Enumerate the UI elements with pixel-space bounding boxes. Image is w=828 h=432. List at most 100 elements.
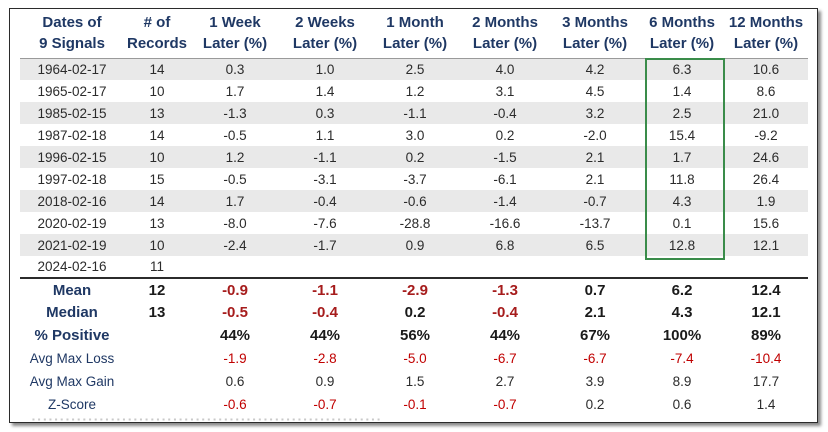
stat-value: [124, 393, 190, 416]
return-cell: -0.4: [280, 190, 370, 212]
records-cell: 10: [149, 83, 165, 99]
stat-value: -10.4: [750, 351, 782, 366]
return-cell: 0.3: [190, 58, 280, 80]
stat-value: -6.7: [493, 351, 517, 366]
return-cell: 3.1: [495, 83, 515, 99]
return-cell: 24.6: [724, 146, 808, 168]
return-cell: 0.2: [495, 127, 515, 143]
return-cell: 2.5: [370, 58, 460, 80]
stat-value: -1.3: [492, 281, 518, 299]
return-cell: -8.0: [223, 215, 247, 231]
table-row: 1985-02-15 13 -1.3 0.3 -1.1 -0.4 3.2 2.5 21.0: [20, 102, 808, 124]
return-cell: 15.6: [752, 215, 780, 231]
return-cell: 1.0: [280, 58, 370, 80]
stat-value: 12.4: [751, 281, 781, 299]
return-cell: [724, 256, 808, 278]
header-2-months: 2 Months Later (%): [472, 13, 538, 53]
stat-value: 12: [148, 281, 166, 299]
stat-value: -0.4: [492, 304, 518, 321]
return-cell: 1.7: [190, 190, 280, 212]
table-row: 2024-02-16 11: [20, 256, 808, 278]
stat-value: -5.0: [403, 351, 427, 366]
return-cell: 1.7: [225, 83, 245, 99]
return-cell: -3.1: [313, 171, 337, 187]
signals-table: Dates of 9 Signals # of Records 1 Week Late…: [20, 9, 808, 416]
stat-value: 13: [148, 304, 166, 321]
return-cell: [640, 256, 724, 278]
return-cell: 1.2: [405, 83, 425, 99]
return-cell: -2.0: [583, 127, 607, 143]
return-cell: 26.4: [752, 171, 780, 187]
stat-value: 67%: [579, 327, 611, 344]
return-cell: -1.5: [460, 146, 550, 168]
records-cell: 13: [149, 215, 165, 231]
return-cell: 1.1: [315, 127, 335, 143]
stat-value: 3.9: [585, 374, 605, 389]
stat-label: Median: [46, 304, 98, 321]
return-cell: -0.4: [460, 102, 550, 124]
stat-value: 12.1: [751, 304, 781, 321]
records-cell: 14: [149, 127, 165, 143]
stat-value: -7.4: [670, 351, 694, 366]
stat-value: [124, 324, 190, 347]
return-cell: [460, 256, 550, 278]
header-1-week: 1 Week Later (%): [202, 13, 268, 53]
return-cell: -7.6: [313, 215, 337, 231]
records-cell: 10: [124, 146, 190, 168]
stat-value: -0.5: [222, 304, 248, 321]
records-cell: 13: [124, 102, 190, 124]
stat-value: 17.7: [752, 374, 780, 389]
header-records: # of Records: [126, 13, 188, 53]
stat-value: -1.1: [312, 281, 338, 299]
return-cell: -13.7: [579, 215, 611, 231]
return-cell: 1.7: [640, 146, 724, 168]
signal-date-cell: 1997-02-18: [37, 171, 107, 187]
return-cell: 21.0: [724, 102, 808, 124]
stat-value: 2.7: [495, 374, 515, 389]
return-cell: 6.5: [550, 234, 640, 256]
return-cell: -3.7: [403, 171, 427, 187]
table-row: 1997-02-18 15 -0.5 -3.1 -3.7 -6.1 2.1 11.8 26.4: [20, 168, 808, 190]
return-cell: -16.6: [489, 215, 521, 231]
footnote-faded: ▪ ▪ ▪ ▪ ▪ ▪ ▪ ▪ ▪ ▪ ▪ ▪ ▪ ▪ ▪ ▪ ▪ ▪ ▪ ▪ …: [32, 415, 381, 423]
header-3-months: 3 Months Later (%): [562, 13, 628, 53]
header-1-month: 1 Month Later (%): [382, 13, 448, 53]
return-cell: 4.5: [585, 83, 605, 99]
stat-value: 0.2: [585, 397, 605, 412]
pct-positive-row: % Positive 44% 44% 56% 44% 67% 100% 89%: [20, 324, 808, 347]
stat-value: 0.7: [584, 281, 606, 299]
stat-value: 56%: [399, 327, 431, 344]
return-cell: 1.4: [672, 83, 692, 99]
stat-value: [124, 347, 190, 370]
stat-value: 1.4: [756, 397, 776, 412]
stat-value: -1.9: [223, 351, 247, 366]
return-cell: 6.3: [640, 58, 724, 80]
return-cell: -1.1: [370, 102, 460, 124]
avg-max-loss-row: Avg Max Loss -1.9 -2.8 -5.0 -6.7 -6.7 -7.4 -10.…: [20, 347, 808, 370]
header-2-weeks: 2 Weeks Later (%): [292, 13, 358, 53]
table-row: 1996-02-15 10 1.2 -1.1 0.2 -1.5 2.1 1.7 24.6: [20, 146, 808, 168]
signal-date-cell: 1964-02-17: [20, 58, 124, 80]
stat-label: Mean: [52, 281, 92, 299]
stat-value: -6.7: [583, 351, 607, 366]
return-cell: 2.1: [550, 146, 640, 168]
stat-label: Z-Score: [47, 397, 96, 412]
signal-date-cell: 1996-02-15: [20, 146, 124, 168]
stat-value: -0.1: [403, 397, 427, 412]
return-cell: 0.1: [672, 215, 692, 231]
records-cell: 10: [124, 234, 190, 256]
stat-value: -0.4: [312, 304, 338, 321]
return-cell: 3.0: [405, 127, 425, 143]
return-cell: -6.1: [493, 171, 517, 187]
stat-value: 89%: [750, 327, 782, 344]
return-cell: -28.8: [399, 215, 431, 231]
header-dates: Dates of 9 Signals: [39, 13, 105, 53]
header-12-months: 12 Months Later (%): [728, 13, 804, 53]
return-cell: 10.6: [724, 58, 808, 80]
mean-row: Mean 12 -0.9 -1.1 -2.9 -1.3 0.7 6.2 12.4: [20, 278, 808, 301]
stat-value: 6.2: [671, 281, 693, 299]
return-cell: [280, 256, 370, 278]
signal-date-cell: 2018-02-16: [20, 190, 124, 212]
return-cell: [190, 256, 280, 278]
stat-value: 0.6: [672, 397, 692, 412]
